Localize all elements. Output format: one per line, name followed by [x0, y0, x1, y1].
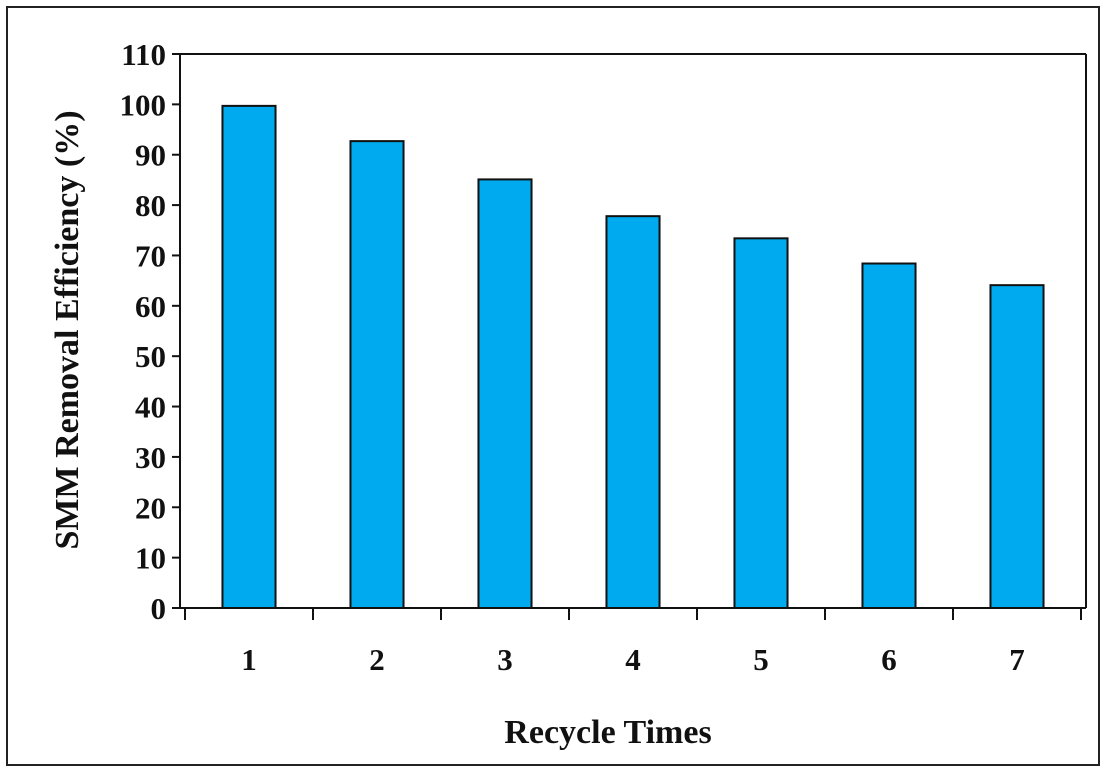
x-axis-ticks: 1 2 3 4 5 6 7 — [184, 608, 1082, 677]
x-tick-label: 6 — [881, 642, 897, 677]
y-tick-label: 40 — [135, 390, 166, 425]
bar-series — [221, 104, 1045, 610]
x-tick-label: 2 — [369, 642, 385, 677]
x-tick-label: 1 — [241, 642, 257, 677]
y-tick-label: 0 — [151, 591, 167, 626]
y-tick-label: 30 — [135, 440, 166, 475]
x-tick-label: 3 — [497, 642, 513, 677]
y-axis-ticks: 0 10 20 30 40 50 60 70 80 90 100 110 — [120, 37, 180, 626]
y-tick-label: 20 — [135, 490, 166, 525]
x-tick-label: 7 — [1009, 642, 1025, 677]
y-tick-label: 10 — [135, 541, 166, 576]
y-tick-label: 110 — [121, 37, 166, 72]
y-tick-label: 100 — [120, 87, 167, 122]
x-tick-label: 5 — [753, 642, 769, 677]
x-axis-title: Recycle Times — [504, 714, 711, 751]
y-tick-label: 50 — [135, 339, 166, 374]
bar-3 — [477, 178, 533, 609]
chart-frame — [6, 6, 1100, 766]
y-tick-label: 80 — [135, 188, 166, 223]
y-tick-label: 70 — [135, 238, 166, 273]
bar-1 — [221, 104, 277, 609]
y-axis-title: SMM Removal Efficiency (%) — [49, 110, 86, 549]
y-tick-label: 90 — [135, 138, 166, 173]
bar-5 — [733, 237, 789, 609]
y-tick-label: 60 — [135, 289, 166, 324]
x-tick-label: 4 — [625, 642, 641, 677]
bar-7 — [989, 284, 1045, 609]
bar-4 — [605, 215, 661, 610]
bar-2 — [349, 140, 405, 609]
bar-6 — [861, 262, 917, 609]
